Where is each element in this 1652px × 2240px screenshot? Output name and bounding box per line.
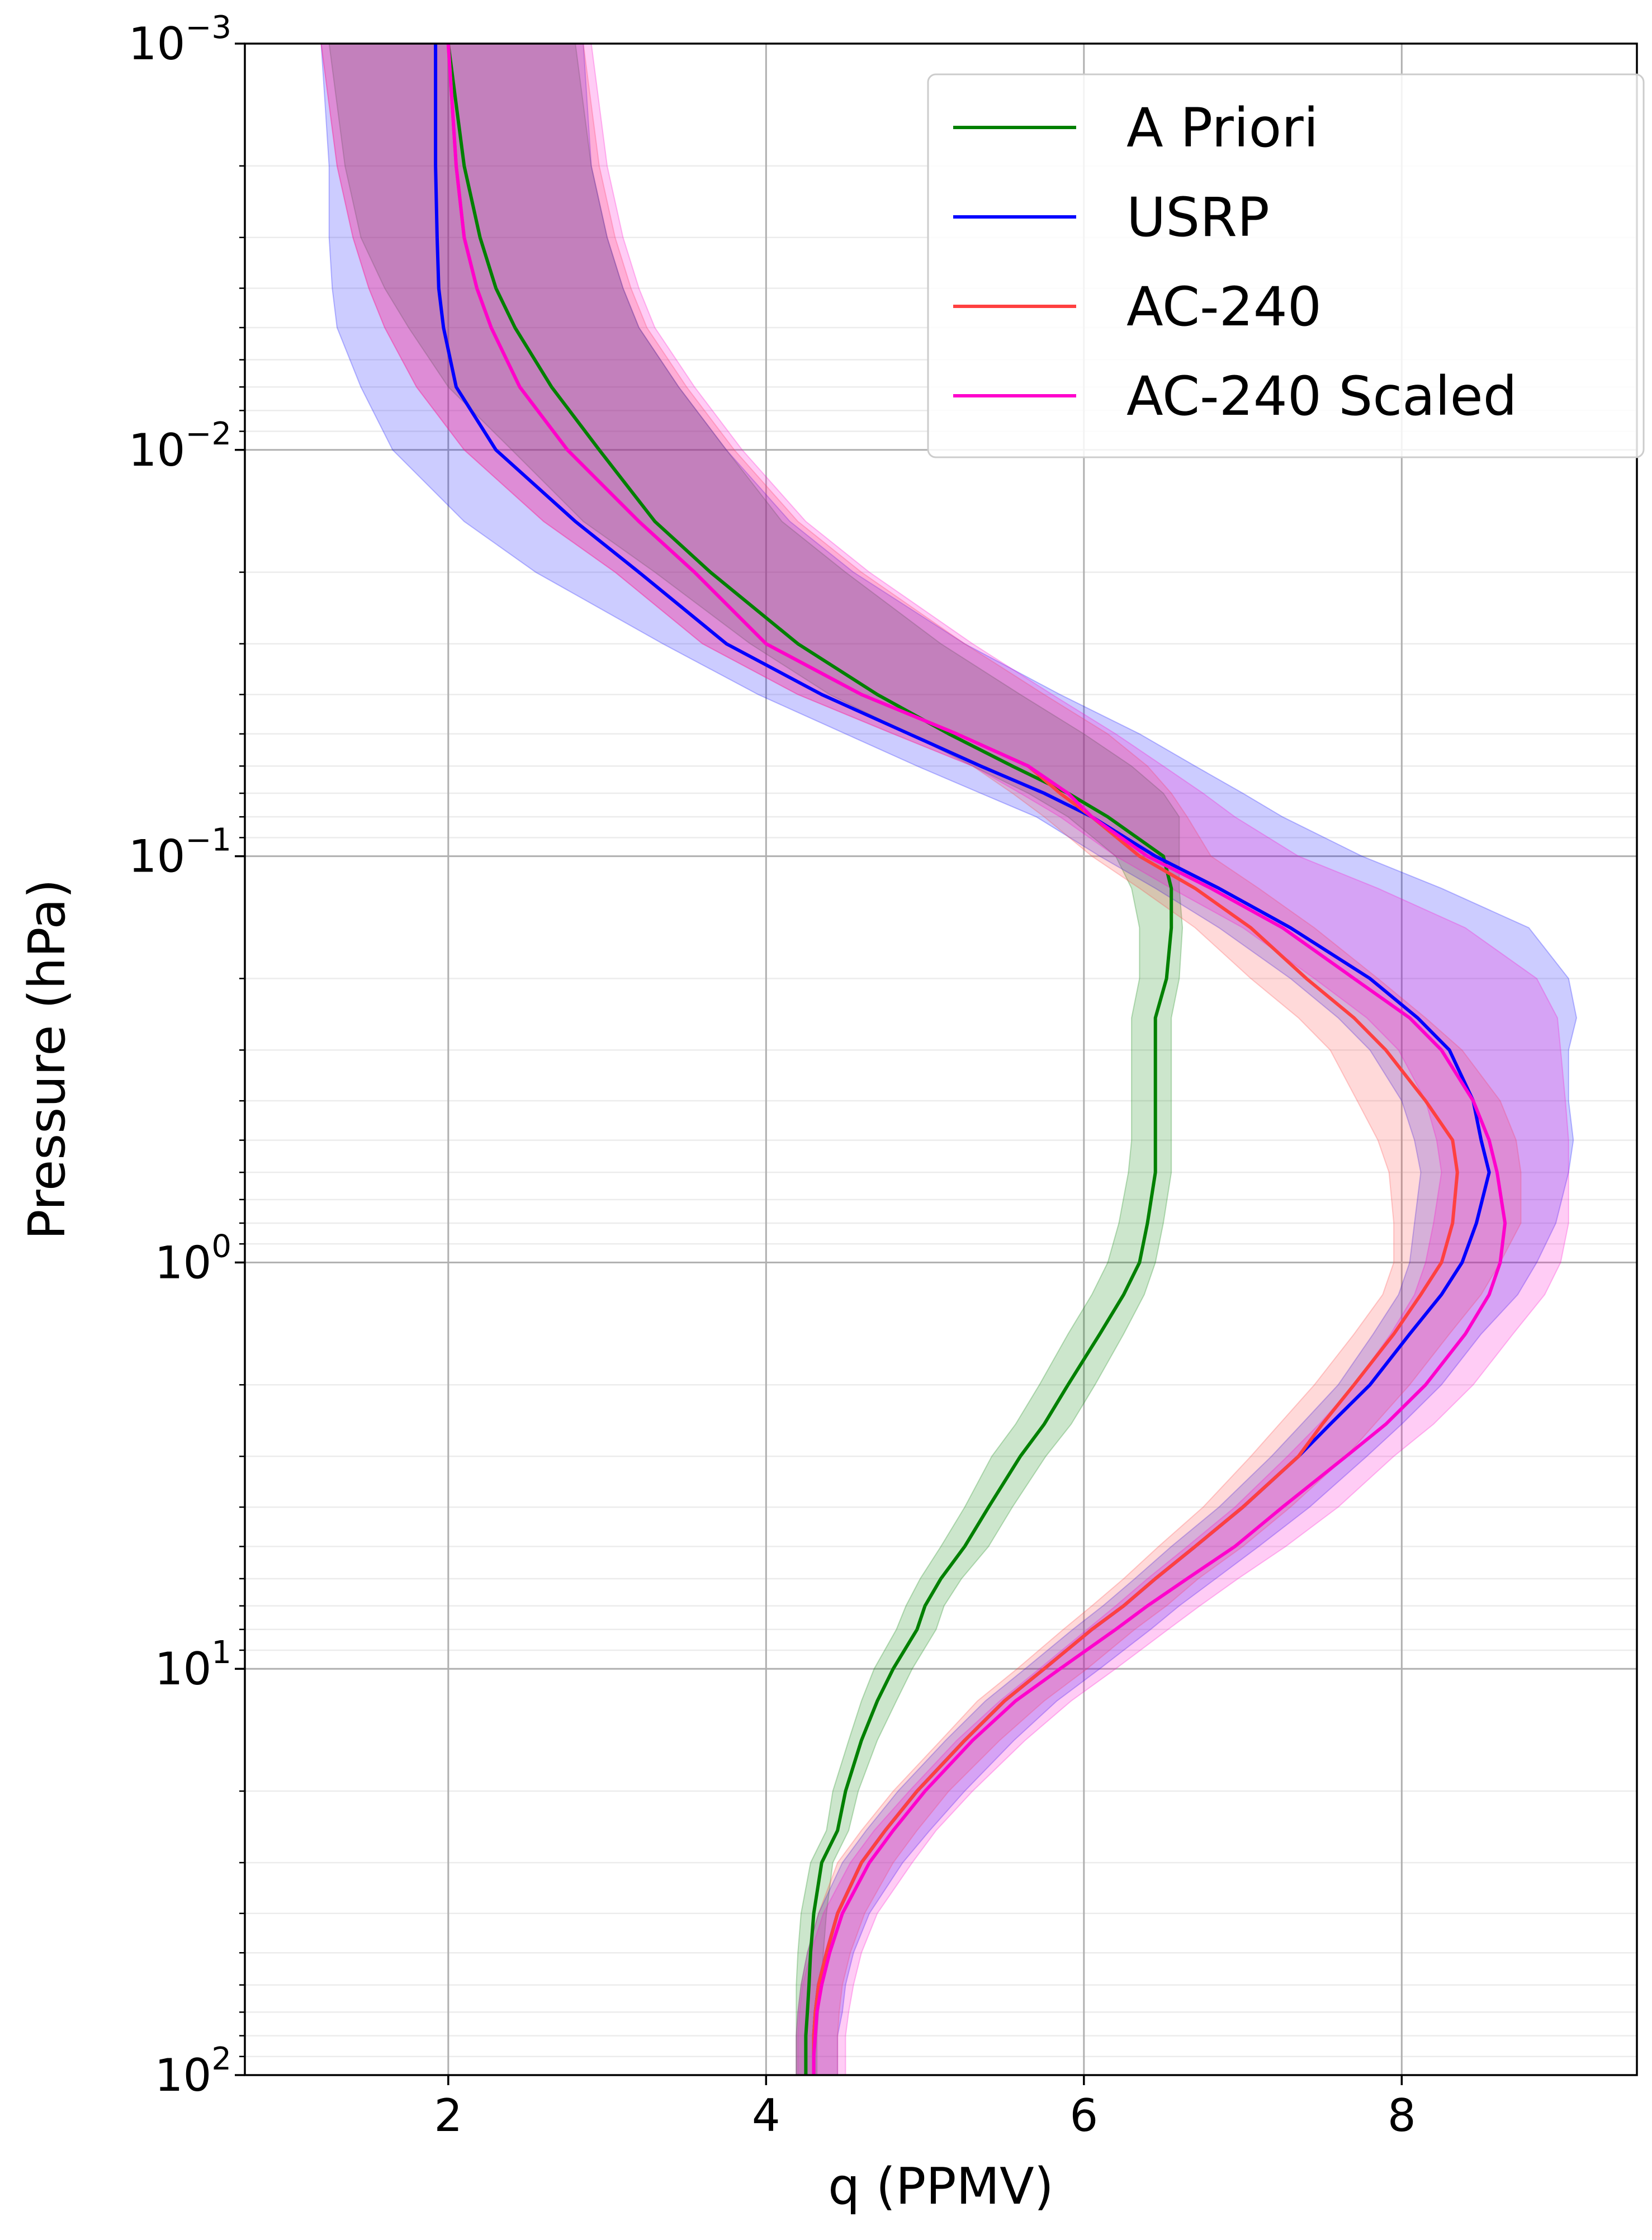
major-gridlines	[245, 44, 1637, 2075]
x-tick-label: 4	[752, 2090, 780, 2142]
y-tick-label: 102	[155, 2041, 231, 2101]
y-tick-label: 100	[155, 1228, 231, 1289]
y-tick-label: 10−2	[129, 416, 231, 476]
legend-box	[927, 73, 1645, 458]
x-tick-label: 6	[1069, 2090, 1098, 2142]
legend-label-ac-240: AC-240	[1126, 276, 1322, 338]
x-axis-label: q (PPMV)	[828, 2157, 1054, 2216]
x-tick-label: 8	[1388, 2090, 1416, 2142]
line-a-priori	[446, 43, 1173, 2075]
tick-labels: 10−3 10−2 10−1 100 101 102 2 4 6 8	[129, 10, 1416, 2142]
legend: A Priori USRP AC-240 AC-240 Scaled	[927, 73, 1645, 458]
y-tick-label: 101	[155, 1635, 231, 1695]
plot-frame	[244, 42, 1638, 2076]
legend-label-a-priori: A Priori	[1126, 97, 1318, 159]
y-tick-label: 10−1	[129, 822, 231, 883]
axis-ticks	[235, 42, 1403, 2085]
y-tick-label: 10−3	[129, 10, 231, 70]
legend-label-usrp: USRP	[1126, 186, 1270, 249]
x-tick-label: 2	[434, 2090, 462, 2142]
line-ac-240-scaled	[446, 43, 1507, 2075]
legend-label-ac-240-scaled: AC-240 Scaled	[1126, 365, 1517, 428]
series-lines	[434, 43, 1507, 2075]
y-axis-label: Pressure (hPa)	[18, 879, 77, 1240]
